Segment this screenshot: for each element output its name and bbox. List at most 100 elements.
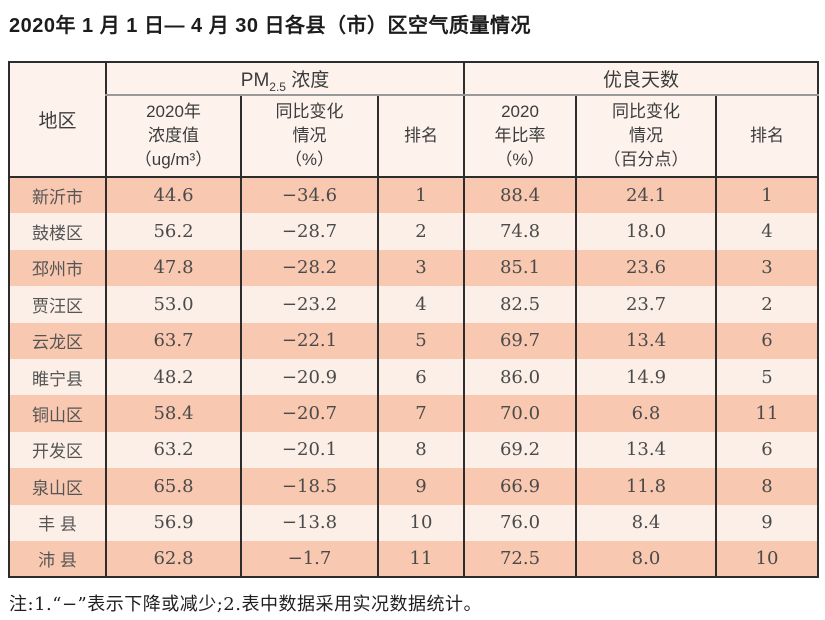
days-change-cell: 13.4	[575, 431, 716, 469]
days-change-cell: 6.8	[575, 395, 716, 432]
header-sub-row: 2020年 浓度值 （ug/m³） 同比变化 情况 （%） 排名 2020 年比…	[9, 95, 819, 178]
pm25-label-suffix: 浓度	[285, 70, 330, 91]
pm-rank-cell: 7	[377, 395, 464, 432]
region-cell: 丰 县	[8, 504, 106, 541]
header-group-good-days: 优良天数	[462, 62, 819, 96]
pm-value-cell: 47.8	[105, 249, 241, 287]
days-ratio-cell: 82.5	[463, 286, 576, 323]
pm-change-cell: −28.2	[240, 249, 378, 287]
table-header: 地区 PM2.5 浓度 优良天数 2020年 浓度值 （ug/m³） 同比变化 …	[8, 62, 819, 178]
region-cell: 铜山区	[8, 395, 106, 432]
pm-change-cell: −22.1	[240, 322, 378, 359]
pm-rank-cell: 1	[377, 177, 464, 214]
table-row: 邳州市 47.8 −28.2 3 85.1 23.6 3	[8, 249, 819, 287]
header-pm-change: 同比变化 情况 （%）	[240, 95, 378, 178]
table-row: 沛 县 62.8 −1.7 11 72.5 8.0 10	[8, 540, 819, 578]
pm-rank-cell: 3	[377, 249, 464, 287]
days-rank-cell: 6	[714, 431, 819, 469]
pm-value-cell: 62.8	[105, 540, 241, 578]
air-quality-table: 地区 PM2.5 浓度 优良天数 2020年 浓度值 （ug/m³） 同比变化 …	[8, 61, 820, 579]
pm-change-cell: −1.7	[240, 540, 378, 578]
pm-change-cell: −34.6	[240, 177, 378, 214]
region-cell: 贾汪区	[8, 286, 106, 323]
days-change-cell: 13.4	[575, 322, 716, 359]
table-row: 云龙区 63.7 −22.1 5 69.7 13.4 6	[8, 322, 819, 359]
pm25-label-prefix: PM	[240, 70, 270, 91]
pm-value-cell: 44.6	[105, 177, 241, 214]
header-pm-rank: 排名	[377, 95, 464, 178]
pm-change-cell: −20.9	[240, 358, 378, 396]
days-rank-cell: 1	[714, 177, 819, 214]
days-ratio-cell: 74.8	[463, 213, 576, 250]
pm-change-cell: −18.5	[240, 468, 378, 505]
days-ratio-cell: 69.7	[463, 322, 576, 359]
days-change-cell: 23.7	[575, 286, 716, 323]
pm-change-cell: −28.7	[240, 213, 378, 250]
pm-change-cell: −23.2	[240, 286, 378, 323]
pm-change-cell: −13.8	[240, 504, 378, 541]
header-days-rank: 排名	[714, 95, 819, 178]
table-row: 泉山区 65.8 −18.5 9 66.9 11.8 8	[8, 468, 819, 505]
header-days-change: 同比变化 情况 （百分点）	[575, 95, 716, 178]
pm-rank-cell: 6	[377, 358, 464, 396]
table-body: 新沂市 44.6 −34.6 1 88.4 24.1 1 鼓楼区 56.2 −2…	[8, 177, 819, 578]
days-rank-cell: 4	[714, 213, 819, 250]
days-ratio-cell: 76.0	[463, 504, 576, 541]
pm-value-cell: 58.4	[105, 395, 241, 432]
region-cell: 沛 县	[8, 540, 106, 578]
table-row: 新沂市 44.6 −34.6 1 88.4 24.1 1	[8, 177, 819, 214]
pm25-label-subscript: 2.5	[269, 79, 286, 94]
days-change-cell: 23.6	[575, 249, 716, 287]
pm-value-cell: 65.8	[105, 468, 241, 505]
days-ratio-cell: 86.0	[463, 358, 576, 396]
days-rank-cell: 3	[714, 249, 819, 287]
header-group-row: 地区 PM2.5 浓度 优良天数	[8, 62, 819, 178]
pm-change-cell: −20.7	[240, 395, 378, 432]
days-rank-cell: 11	[714, 395, 819, 432]
days-change-cell: 24.1	[575, 177, 716, 214]
region-cell: 邳州市	[8, 249, 106, 287]
pm-value-cell: 56.9	[105, 504, 241, 541]
header-days-ratio: 2020 年比率 （%）	[463, 95, 576, 178]
pm-rank-cell: 2	[377, 213, 464, 250]
pm-rank-cell: 11	[377, 540, 464, 578]
pm-value-cell: 48.2	[105, 358, 241, 396]
days-rank-cell: 5	[714, 358, 819, 396]
table-row: 鼓楼区 56.2 −28.7 2 74.8 18.0 4	[8, 213, 819, 250]
pm-change-cell: −20.1	[240, 431, 378, 469]
region-cell: 泉山区	[8, 468, 106, 505]
pm-value-cell: 56.2	[105, 213, 241, 250]
pm-value-cell: 53.0	[105, 286, 241, 323]
pm-value-cell: 63.7	[105, 322, 241, 359]
table-row: 开发区 63.2 −20.1 8 69.2 13.4 6	[8, 431, 819, 469]
pm-rank-cell: 9	[377, 468, 464, 505]
days-change-cell: 18.0	[575, 213, 716, 250]
region-cell: 睢宁县	[8, 358, 106, 396]
days-rank-cell: 9	[714, 504, 819, 541]
days-ratio-cell: 85.1	[463, 249, 576, 287]
table-row: 铜山区 58.4 −20.7 7 70.0 6.8 11	[8, 395, 819, 432]
pm-value-cell: 63.2	[105, 431, 241, 469]
days-rank-cell: 6	[714, 322, 819, 359]
days-change-cell: 8.0	[575, 540, 716, 578]
pm-rank-cell: 8	[377, 431, 464, 469]
days-change-cell: 11.8	[575, 468, 716, 505]
table-row: 贾汪区 53.0 −23.2 4 82.5 23.7 2	[8, 286, 819, 323]
page-title: 2020年 1 月 1 日— 4 月 30 日各县（市）区空气质量情况	[9, 15, 532, 37]
header-group-pm25: PM2.5 浓度	[105, 62, 464, 96]
table-row: 丰 县 56.9 −13.8 10 76.0 8.4 9	[8, 504, 819, 541]
pm-rank-cell: 10	[377, 504, 464, 541]
days-ratio-cell: 70.0	[463, 395, 576, 432]
days-ratio-cell: 72.5	[463, 540, 576, 578]
days-change-cell: 14.9	[575, 358, 716, 396]
days-ratio-cell: 66.9	[463, 468, 576, 505]
footnote: 注:1.“−”表示下降或减少;2.表中数据采用实况数据统计。	[9, 594, 482, 616]
pm-rank-cell: 4	[377, 286, 464, 323]
region-cell: 鼓楼区	[8, 213, 106, 250]
days-ratio-cell: 88.4	[463, 177, 576, 214]
pm-rank-cell: 5	[377, 322, 464, 359]
days-rank-cell: 2	[714, 286, 819, 323]
header-region: 地区	[8, 62, 106, 178]
days-rank-cell: 8	[714, 468, 819, 505]
